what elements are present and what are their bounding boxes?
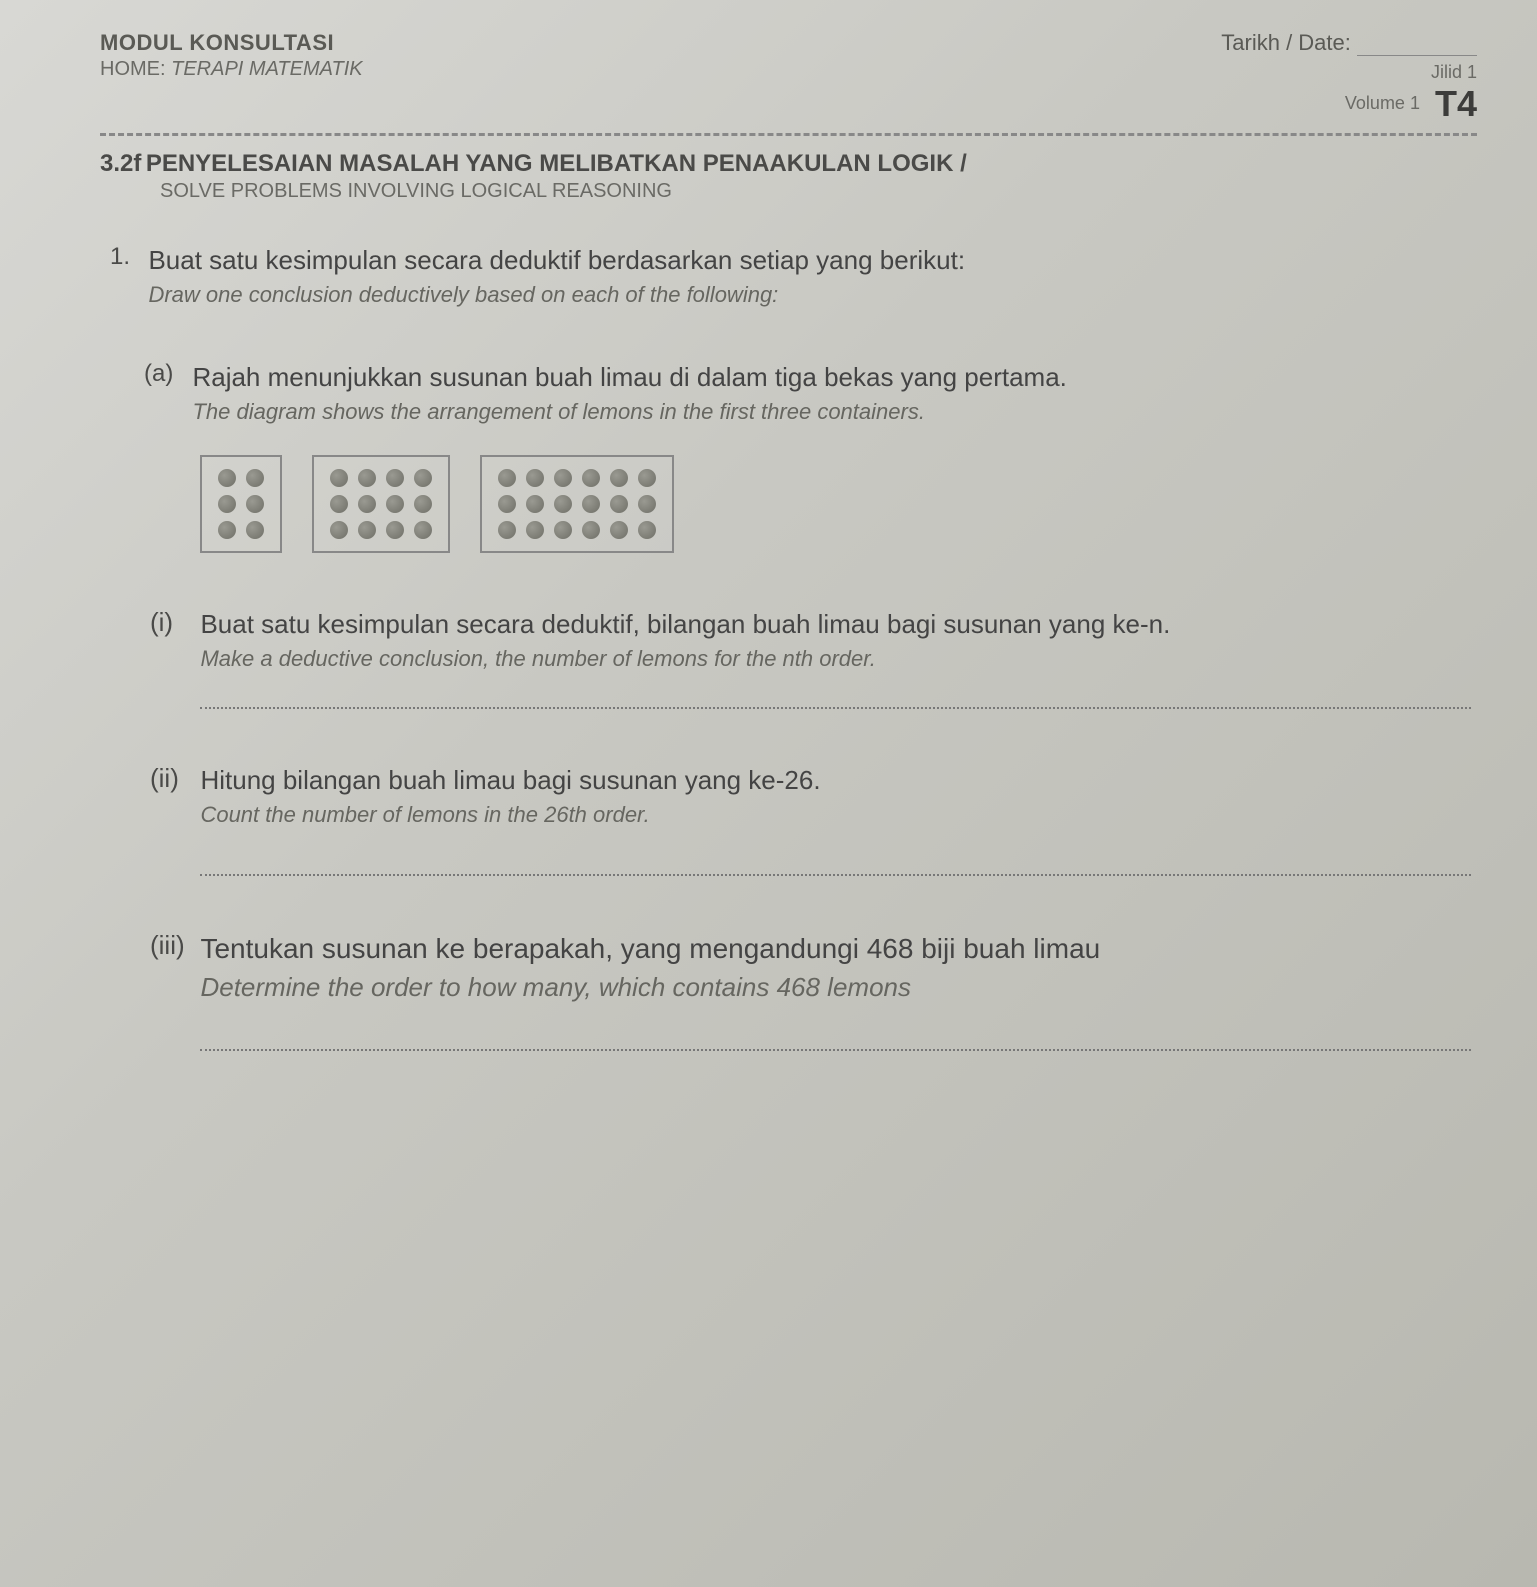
section-title-en: SOLVE PROBLEMS INVOLVING LOGICAL REASONI… [160,180,1477,203]
part-iii-body: Tentukan susunan ke berapakah, yang meng… [200,930,1471,1051]
lemon-dot [386,521,404,539]
home-label: HOME: [100,58,166,80]
page-header: MODUL KONSULTASI HOME: TERAPI MATEMATIK … [100,30,1477,125]
dot-row [330,521,432,539]
dashed-divider-top [100,133,1477,136]
lemon-dot [526,495,544,513]
section-title-my: PENYELESAIAN MASALAH YANG MELIBATKAN PEN… [146,150,967,177]
lemon-dot [554,495,572,513]
part-i-label: (i) [150,607,196,638]
header-left: MODUL KONSULTASI HOME: TERAPI MATEMATIK [100,30,1221,81]
sub-a-text-my: Rajah menunjukkan susunan buah limau di … [192,360,1471,395]
question-1: 1. Buat satu kesimpulan secara deduktif … [100,243,1477,310]
lemon-dot [526,469,544,487]
lemon-dot [582,469,600,487]
jilid-label: Jilid 1 [1221,62,1477,83]
lemon-dot [498,495,516,513]
date-label: Tarikh / Date: [1221,30,1351,55]
lemon-dot [638,469,656,487]
lemon-dot [330,495,348,513]
part-i-text-en: Make a deductive conclusion, the number … [200,644,1471,674]
lemon-dot [218,495,236,513]
lemon-dot [554,469,572,487]
lemon-dot [638,495,656,513]
container-box-2 [312,455,450,553]
level-code: T4 [1435,83,1477,125]
lemon-dot [610,521,628,539]
lemon-dot [526,521,544,539]
lemon-dot [498,521,516,539]
lemon-dot [554,521,572,539]
dot-grid [218,469,264,539]
dot-row [330,495,432,513]
container-box-3 [480,455,674,553]
lemon-dot [610,469,628,487]
lemon-dot [582,521,600,539]
lemon-diagram [200,455,1477,553]
part-iii: (iii) Tentukan susunan ke berapakah, yan… [100,930,1477,1051]
lemon-dot [582,495,600,513]
lemon-dot [414,521,432,539]
sub-a-label: (a) [144,360,188,388]
answer-line-iii [200,1049,1471,1051]
lemon-dot [330,469,348,487]
volume-label: Volume 1 [1345,93,1420,113]
lemon-dot [218,521,236,539]
dot-row [218,469,264,487]
lemon-dot [246,469,264,487]
lemon-dot [498,469,516,487]
home-value: TERAPI MATEMATIK [171,58,363,80]
part-iii-text-my: Tentukan susunan ke berapakah, yang meng… [200,930,1471,968]
lemon-dot [218,469,236,487]
part-ii-text-my: Hitung bilangan buah limau bagi susunan … [200,763,1471,798]
dot-row [498,469,656,487]
sub-a: (a) Rajah menunjukkan susunan buah limau… [100,360,1477,427]
sub-a-body: Rajah menunjukkan susunan buah limau di … [192,360,1471,427]
answer-line-ii [200,874,1471,876]
home-line: HOME: TERAPI MATEMATIK [100,58,1221,81]
lemon-dot [358,495,376,513]
dot-row [218,521,264,539]
part-iii-label: (iii) [150,930,196,961]
lemon-dot [386,495,404,513]
module-title: MODUL KONSULTASI [100,30,1221,56]
lemon-dot [610,495,628,513]
dot-row [218,495,264,513]
lemon-dot [638,521,656,539]
section-heading: 3.2f PENYELESAIAN MASALAH YANG MELIBATKA… [100,150,1477,203]
part-ii-label: (ii) [150,763,196,794]
part-i-body: Buat satu kesimpulan secara deduktif, bi… [200,607,1471,710]
part-i: (i) Buat satu kesimpulan secara deduktif… [100,607,1477,710]
lemon-dot [246,495,264,513]
dot-row [330,469,432,487]
part-ii-body: Hitung bilangan buah limau bagi susunan … [200,763,1471,876]
dot-row [498,521,656,539]
header-right: Tarikh / Date: Jilid 1 Volume 1 T4 [1221,30,1477,125]
lemon-dot [358,469,376,487]
date-blank [1357,55,1477,56]
section-code: 3.2f [100,150,141,177]
lemon-dot [358,521,376,539]
dot-grid [330,469,432,539]
part-iii-text-en: Determine the order to how many, which c… [200,970,1471,1005]
lemon-dot [414,495,432,513]
date-line: Tarikh / Date: [1221,30,1477,56]
volume-block: Jilid 1 Volume 1 T4 [1221,62,1477,125]
answer-line-i [200,707,1471,709]
lemon-dot [246,521,264,539]
q1-text-my: Buat satu kesimpulan secara deduktif ber… [148,243,1471,278]
part-i-text-my: Buat satu kesimpulan secara deduktif, bi… [200,607,1471,642]
q1-text-en: Draw one conclusion deductively based on… [148,280,1471,310]
sub-a-text-en: The diagram shows the arrangement of lem… [192,397,1471,427]
part-ii: (ii) Hitung bilangan buah limau bagi sus… [100,763,1477,876]
q1-text: Buat satu kesimpulan secara deduktif ber… [148,243,1471,310]
q1-number: 1. [110,243,144,271]
lemon-dot [386,469,404,487]
part-ii-text-en: Count the number of lemons in the 26th o… [200,800,1471,830]
dot-grid [498,469,656,539]
container-box-1 [200,455,282,553]
lemon-dot [414,469,432,487]
lemon-dot [330,521,348,539]
dot-row [498,495,656,513]
